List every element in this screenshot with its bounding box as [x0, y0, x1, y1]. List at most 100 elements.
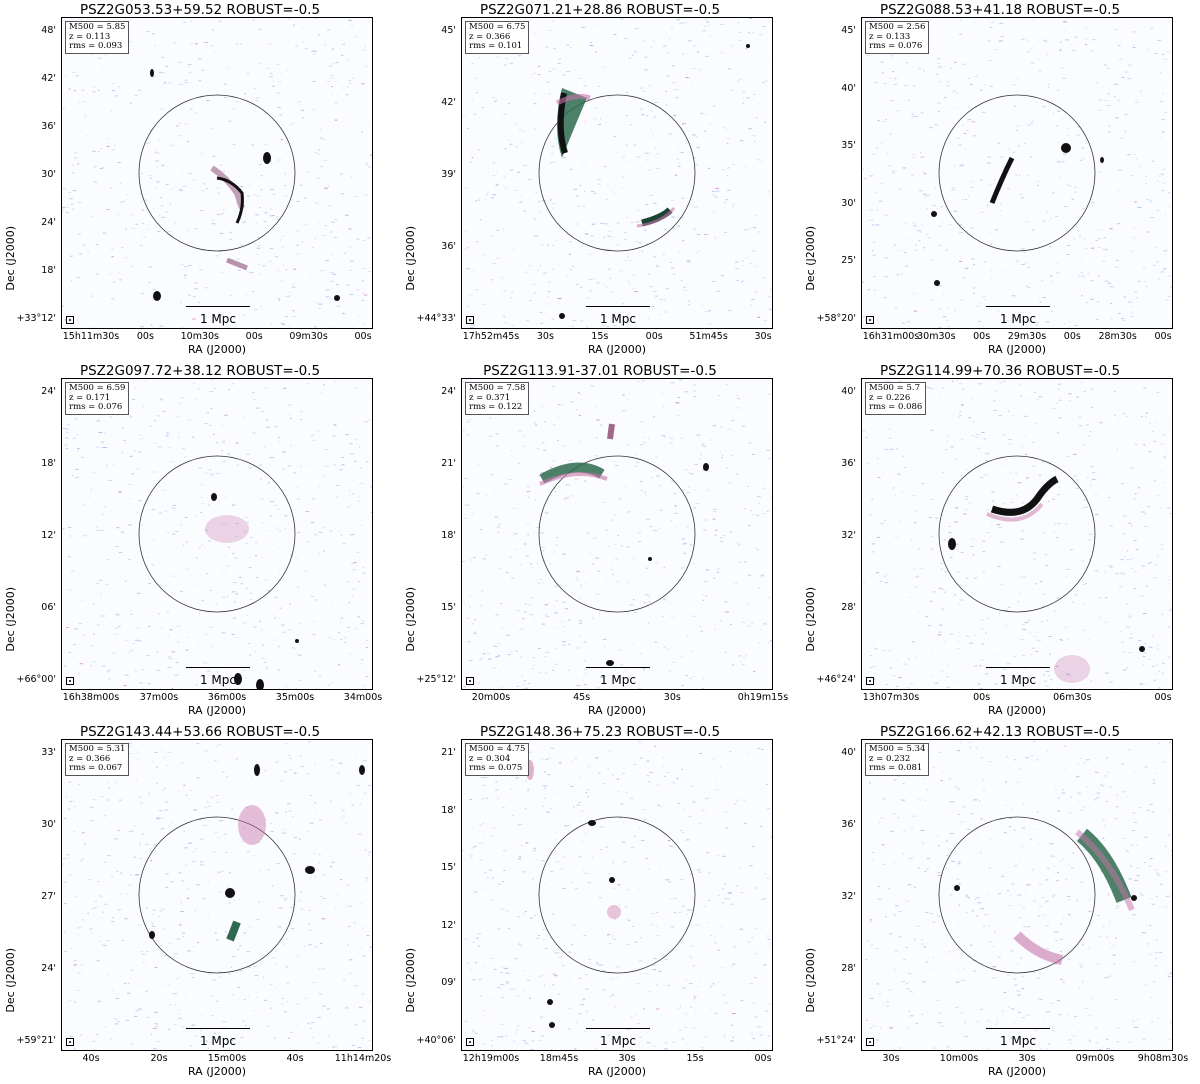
x-tick-label: 18m45s [539, 1053, 579, 1064]
m500-label: M500 = 5.31 [69, 744, 126, 754]
beam-icon [866, 1038, 874, 1046]
x-tick-label: 10m30s [180, 331, 219, 342]
x-tick-label: 20m00s [471, 692, 511, 703]
redshift-label: z = 0.232 [869, 753, 911, 764]
y-tick-label: 36' [841, 819, 856, 830]
y-tick-label: 12' [441, 919, 456, 931]
redshift-label: z = 0.171 [69, 392, 111, 403]
beam-icon [66, 316, 74, 324]
x-tick-label: 00s [245, 331, 263, 342]
x-tick-label: 00s [754, 1053, 772, 1064]
x-tick-label: 30s [618, 1053, 636, 1064]
y-tick-label: 45' [841, 25, 856, 36]
x-tick-label: 37m00s [139, 692, 179, 703]
y-tick-label: 15' [441, 602, 456, 613]
cluster-info-box: M500 = 5.85 z = 0.113 rms = 0.093 [65, 21, 130, 54]
panel-1: PSZ2G053.53+59.52 ROBUST=-0.5 M500 = 5.8… [0, 0, 400, 361]
y-tick-label: 18' [41, 265, 56, 276]
y-tick-label: 21' [441, 747, 456, 758]
panel-title: PSZ2G053.53+59.52 ROBUST=-0.5 [79, 2, 321, 18]
x-axis-label: RA (J2000) [987, 1065, 1047, 1078]
y-tick-label: 32' [841, 530, 856, 541]
y-tick-label: +58°20' [816, 313, 857, 324]
x-tick-label: 15s [686, 1053, 704, 1064]
y-tick-label: 24' [441, 386, 456, 397]
panel-6: PSZ2G114.99+70.36 ROBUST=-0.5 M500 = 5.7… [800, 361, 1200, 722]
y-axis-label: Dec (J2000) [4, 587, 17, 652]
panel-2: PSZ2G071.21+28.86 ROBUST=-0.5 M500 = 6.7… [400, 0, 800, 361]
cluster-info-box: M500 = 6.59 z = 0.171 rms = 0.076 [65, 382, 130, 415]
y-axis-label: Dec (J2000) [804, 587, 817, 652]
redshift-label: z = 0.113 [69, 31, 111, 42]
x-tick-label: 00s [973, 331, 991, 342]
y-tick-label: 36' [441, 241, 456, 252]
x-tick-label: 13h07m30s [862, 692, 920, 703]
x-tick-label: 10m00s [939, 1053, 979, 1064]
x-tick-label: 00s [1154, 692, 1172, 703]
y-tick-label: 30' [41, 819, 56, 830]
y-tick-label: 42' [41, 73, 56, 84]
panel-4: PSZ2G097.72+38.12 ROBUST=-0.5 M500 = 6.5… [0, 361, 400, 722]
scalebar-label: 1 Mpc [999, 1034, 1037, 1048]
radio-map: M500 = 6.75 z = 0.366 rms = 0.101 1 Mpc [461, 17, 773, 329]
panel-7: PSZ2G143.44+53.66 ROBUST=-0.5 M500 = 5.3… [0, 722, 400, 1083]
x-tick-label: 40s [82, 1053, 100, 1064]
y-tick-label: 18' [441, 530, 456, 541]
rms-label: rms = 0.076 [869, 41, 923, 51]
x-tick-label: 9h08m30s [1137, 1053, 1189, 1064]
panel-5: PSZ2G113.91-37.01 ROBUST=-0.5 M500 = 7.5… [400, 361, 800, 722]
x-tick-label: 00s [973, 692, 991, 703]
panel-title: PSZ2G114.99+70.36 ROBUST=-0.5 [879, 363, 1121, 379]
scalebar-label: 1 Mpc [599, 673, 637, 687]
cluster-info-box: M500 = 6.75 z = 0.366 rms = 0.101 [465, 21, 530, 54]
radio-map: M500 = 2.56 z = 0.133 rms = 0.076 1 Mpc [861, 17, 1173, 329]
y-tick-label: +40°06' [416, 1035, 457, 1046]
y-tick-label: 18' [41, 458, 56, 469]
y-tick-label: 06' [41, 602, 56, 613]
scalebar-label: 1 Mpc [199, 1034, 237, 1048]
panel-title: PSZ2G143.44+53.66 ROBUST=-0.5 [79, 724, 321, 740]
y-tick-label: 32' [841, 891, 856, 902]
panel-title: PSZ2G071.21+28.86 ROBUST=-0.5 [479, 2, 721, 18]
radio-emission-image [62, 741, 372, 1050]
cluster-info-box: M500 = 4.75 z = 0.304 rms = 0.075 [465, 743, 530, 776]
y-axis-label: Dec (J2000) [404, 587, 417, 652]
y-tick-label: 09' [441, 977, 456, 989]
beam-icon [866, 677, 874, 685]
radio-emission-image [462, 18, 772, 328]
rms-label: rms = 0.086 [869, 402, 923, 412]
scalebar-line [586, 1028, 650, 1029]
rms-label: rms = 0.067 [69, 763, 123, 773]
m500-label: M500 = 2.56 [869, 22, 926, 32]
radio-map: M500 = 6.59 z = 0.171 rms = 0.076 1 Mpc [61, 378, 373, 690]
scalebar-line [986, 1028, 1050, 1029]
y-tick-label: 39' [441, 169, 456, 180]
panel-title: PSZ2G166.62+42.13 ROBUST=-0.5 [879, 724, 1121, 740]
cluster-info-box: M500 = 2.56 z = 0.133 rms = 0.076 [865, 21, 930, 54]
x-tick-label: 36m00s [207, 692, 247, 703]
beam-icon [466, 316, 474, 324]
y-tick-label: 24' [41, 386, 56, 397]
y-tick-label: +33°12' [16, 313, 57, 324]
y-axis-label: Dec (J2000) [4, 226, 17, 291]
redshift-label: z = 0.366 [469, 31, 511, 42]
x-tick-label: 09m30s [289, 331, 328, 342]
y-tick-label: 33' [41, 747, 56, 758]
x-tick-label: 09m00s [1075, 1053, 1115, 1064]
scalebar-line [186, 667, 250, 668]
panel-title: PSZ2G113.91-37.01 ROBUST=-0.5 [483, 363, 717, 379]
radio-map: M500 = 5.7 z = 0.226 rms = 0.086 1 Mpc [861, 378, 1173, 690]
radio-emission-image [62, 379, 372, 689]
y-tick-label: 30' [41, 169, 56, 180]
x-axis-label: RA (J2000) [587, 704, 647, 717]
m500-label: M500 = 7.58 [469, 383, 526, 393]
y-tick-label: +46°24' [816, 674, 857, 685]
y-axis-label: Dec (J2000) [4, 948, 17, 1013]
x-tick-label: 16h31m00s [862, 331, 920, 342]
x-tick-label: 00s [136, 331, 154, 342]
y-tick-label: 27' [41, 891, 56, 902]
x-tick-label: 30m30s [917, 331, 956, 342]
x-axis-label: RA (J2000) [987, 704, 1047, 717]
y-tick-label: +25°12' [416, 674, 457, 685]
